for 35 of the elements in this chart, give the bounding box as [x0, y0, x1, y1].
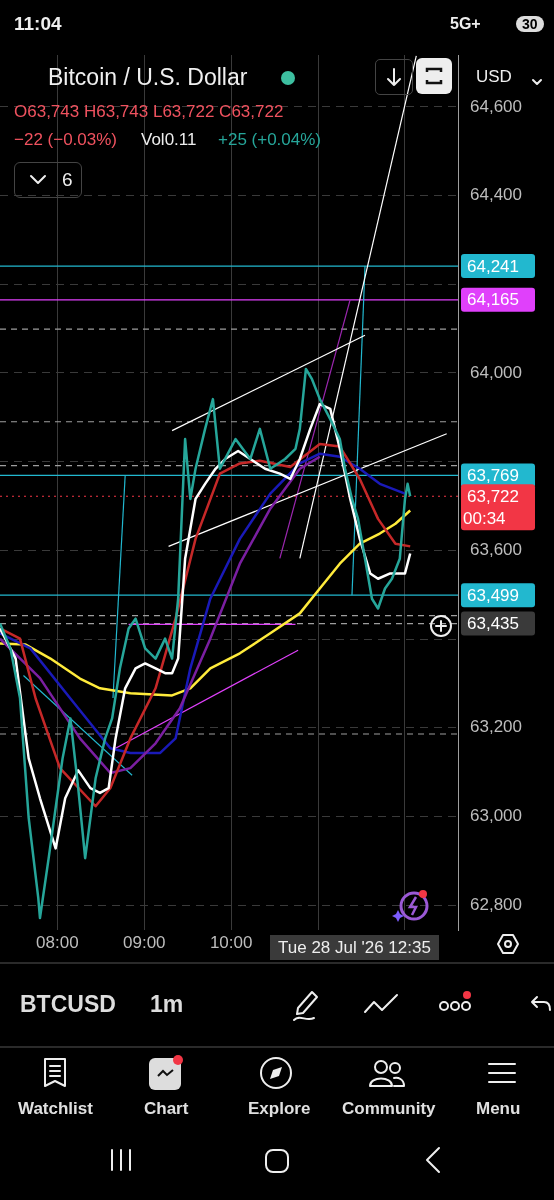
- text: 5G+: [450, 15, 481, 32]
- text: 30: [516, 16, 544, 32]
- ref-line-label: 63,722: [467, 486, 519, 506]
- text: USD: [476, 67, 512, 86]
- text: BTCUSD: [20, 991, 116, 1017]
- chart-title: Bitcoin / U.S. Dollar: [48, 64, 248, 90]
- ref-line-label: 63,435: [467, 614, 519, 634]
- ref-line-label: 63,769: [467, 466, 519, 486]
- ref-line-label: 64,165: [467, 290, 519, 310]
- text: 11:04: [14, 13, 62, 34]
- y-tick-label: 64,600: [470, 96, 522, 116]
- annotation: +25 (+0.04%): [218, 130, 322, 149]
- x-tick-label: 09:00: [122, 932, 166, 952]
- annotation: 6: [62, 169, 73, 190]
- annotation: −22 (−0.03%): [14, 130, 118, 149]
- text: Tue 28 Jul '26 12:35: [270, 935, 439, 960]
- text: 1m: [150, 991, 184, 1017]
- text: 00:34: [463, 509, 506, 528]
- text: Menu: [476, 1099, 521, 1118]
- text: Watchlist: [18, 1099, 93, 1118]
- text: Explore: [248, 1099, 311, 1118]
- y-tick-label: 63,000: [470, 806, 522, 826]
- text: Chart: [144, 1099, 189, 1118]
- y-tick-label: 63,200: [470, 717, 522, 737]
- y-tick-label: 63,600: [470, 540, 522, 560]
- y-tick-label: 64,400: [470, 185, 522, 205]
- y-tick-label: 62,800: [470, 894, 522, 914]
- y-tick-label: 64,000: [470, 362, 522, 382]
- ref-line-label: 64,241: [467, 256, 519, 276]
- x-tick-label: 10:00: [209, 932, 253, 952]
- text: Community: [342, 1099, 436, 1118]
- text: O63,743 H63,743 L63,722 C63,722: [14, 102, 284, 121]
- ref-line-label: 63,499: [467, 585, 519, 605]
- annotation: Vol0.11: [141, 130, 197, 149]
- x-tick-label: 08:00: [36, 932, 79, 952]
